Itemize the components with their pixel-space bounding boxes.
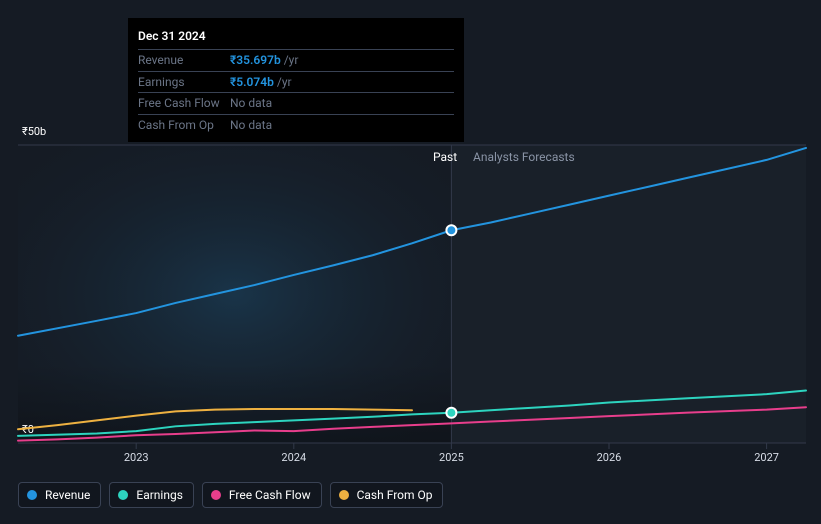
legend-label: Cash From Op xyxy=(357,488,433,502)
tooltip-row-unit: /yr xyxy=(284,53,299,67)
legend-item-fcf[interactable]: Free Cash Flow xyxy=(202,482,322,508)
tooltip-row-nodata: No data xyxy=(230,95,272,112)
tooltip: Dec 31 2024 Revenue₹35.697b/yrEarnings₹5… xyxy=(128,18,464,142)
tooltip-row-label: Cash From Op xyxy=(138,117,230,134)
legend-label: Revenue xyxy=(45,488,90,502)
legend-swatch xyxy=(211,490,221,500)
forecast-label: Analysts Forecasts xyxy=(473,150,575,164)
marker-revenue xyxy=(446,225,456,235)
tooltip-row: Free Cash FlowNo data xyxy=(138,93,454,115)
legend-swatch xyxy=(339,490,349,500)
y-axis-max-label: ₹50b xyxy=(22,125,46,138)
legend-swatch xyxy=(27,490,37,500)
tooltip-row: Earnings₹5.074b/yr xyxy=(138,72,454,94)
x-tick-label: 2023 xyxy=(124,451,149,464)
tooltip-row-label: Free Cash Flow xyxy=(138,95,230,112)
legend-item-cfo[interactable]: Cash From Op xyxy=(330,482,444,508)
x-tick-label: 2025 xyxy=(439,451,464,464)
x-tick-label: 2027 xyxy=(754,451,779,464)
tooltip-row-unit: /yr xyxy=(277,75,292,89)
tooltip-row: Cash From OpNo data xyxy=(138,115,454,136)
tooltip-row-label: Revenue xyxy=(138,52,230,69)
tooltip-row-value: ₹35.697b xyxy=(230,53,281,67)
legend-item-earnings[interactable]: Earnings xyxy=(109,482,194,508)
tooltip-rows: Revenue₹35.697b/yrEarnings₹5.074b/yrFree… xyxy=(138,50,454,136)
tooltip-date: Dec 31 2024 xyxy=(138,24,454,50)
tooltip-row-value: ₹5.074b xyxy=(230,75,274,89)
forecast-shade xyxy=(451,145,806,443)
chart-container: Dec 31 2024 Revenue₹35.697b/yrEarnings₹5… xyxy=(0,0,821,524)
tooltip-row-label: Earnings xyxy=(138,74,230,91)
marker-earnings xyxy=(446,408,456,418)
tooltip-row: Revenue₹35.697b/yr xyxy=(138,50,454,72)
tooltip-row-nodata: No data xyxy=(230,117,272,134)
x-tick-label: 2024 xyxy=(281,451,306,464)
legend-label: Free Cash Flow xyxy=(229,488,311,502)
legend-item-revenue[interactable]: Revenue xyxy=(18,482,101,508)
x-tick-label: 2026 xyxy=(597,451,622,464)
legend-label: Earnings xyxy=(136,488,183,502)
past-label: Past xyxy=(433,150,457,164)
legend-swatch xyxy=(118,490,128,500)
legend: Revenue Earnings Free Cash Flow Cash From O… xyxy=(18,482,443,508)
